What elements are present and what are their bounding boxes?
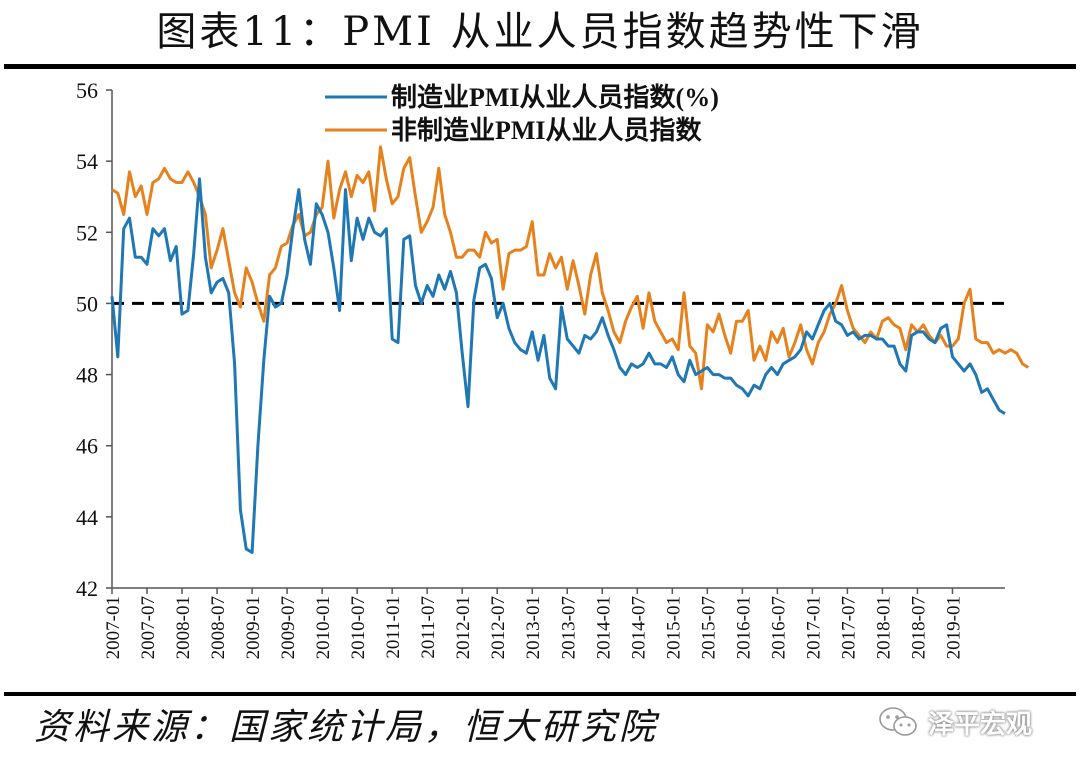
source-note: 资料来源：国家统计局，恒大研究院	[34, 707, 659, 748]
manufacturing-series-line	[110, 177, 1006, 554]
x-tick-label: 2011-01	[383, 596, 404, 659]
x-tick-label: 2015-01	[663, 596, 684, 659]
x-tick-label: 2008-01	[173, 596, 194, 659]
x-tick-label: 2016-07	[768, 596, 789, 659]
x-tick-label: 2010-07	[348, 596, 369, 659]
page-title: 图表11：PMI 从业人员指数趋势性下滑	[156, 9, 924, 55]
x-tick-label: 2016-01	[733, 596, 754, 659]
chart-legend: 制造业PMI从业人员指数(%) 非制造业PMI从业人员指数	[325, 83, 719, 145]
y-tick-label: 50	[76, 291, 98, 316]
bottom-divider	[4, 692, 1076, 696]
y-tick-label: 56	[76, 78, 98, 103]
x-tick-label: 2014-01	[593, 596, 614, 659]
x-tick-label: 2012-07	[488, 596, 509, 659]
watermark-text: 泽平宏观	[928, 709, 1033, 740]
legend-label: 制造业PMI从业人员指数(%)	[391, 83, 719, 112]
pmi-employment-chart: 42 44 46 48 50 52 54 56 2007-01 2007-07 2008-01 200…	[76, 78, 1030, 659]
x-tick-label: 2017-01	[803, 596, 824, 659]
x-tick-label: 2014-07	[628, 596, 649, 659]
x-tick-label: 2018-01	[873, 596, 894, 659]
y-tick-label: 52	[76, 220, 98, 245]
x-tick-label: 2007-01	[103, 596, 124, 659]
top-divider	[4, 64, 1076, 69]
x-tick-label: 2013-01	[523, 596, 544, 659]
x-tick-label: 2009-07	[278, 596, 299, 659]
x-tick-label: 2009-01	[243, 596, 264, 659]
x-tick-label: 2008-07	[208, 596, 229, 659]
x-tick-label: 2012-01	[453, 596, 474, 659]
y-tick-label: 48	[76, 363, 98, 388]
series-lines	[110, 145, 1030, 554]
x-tick-label: 2011-07	[418, 596, 439, 659]
x-tick-label: 2019-01	[943, 596, 964, 659]
wechat-icon	[879, 707, 917, 736]
x-tick-label: 2013-07	[558, 596, 579, 659]
x-tick-label: 2010-01	[313, 596, 334, 659]
x-tick-label: 2018-07	[908, 596, 929, 659]
y-tick-label: 54	[76, 149, 98, 174]
chart-axes: 42 44 46 48 50 52 54 56 2007-01 2007-07 2008-01 200…	[76, 78, 1005, 659]
y-tick-label: 46	[76, 434, 98, 459]
x-tick-label: 2007-07	[138, 596, 159, 659]
legend-label: 非制造业PMI从业人员指数	[391, 116, 703, 145]
non-manufacturing-series-line	[111, 145, 1030, 391]
x-tick-label: 2015-07	[698, 596, 719, 659]
y-tick-label: 44	[76, 505, 98, 530]
y-tick-label: 42	[76, 576, 98, 601]
x-tick-label: 2017-07	[838, 596, 859, 659]
watermark: 泽平宏观	[878, 700, 1068, 744]
